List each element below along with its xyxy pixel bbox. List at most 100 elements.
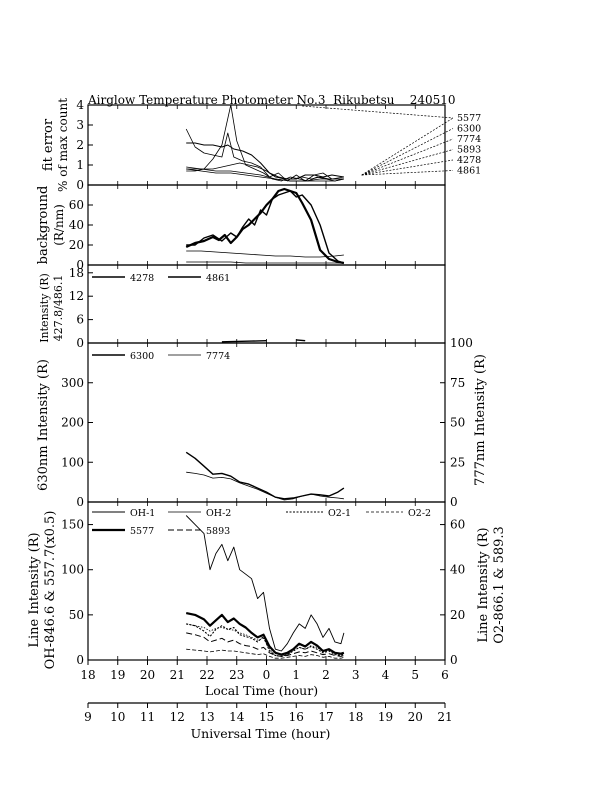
- fit-error-ylabel-1-line: fit error: [41, 118, 56, 171]
- legend-leader: [361, 128, 454, 176]
- legend-label-6300: 6300: [130, 351, 154, 362]
- series-line-OH-1: [185, 515, 345, 652]
- series-line-bg-1: [185, 187, 345, 265]
- legend-leader: [302, 105, 454, 119]
- local-time-tick-label: 21: [170, 668, 185, 682]
- legend-right-6300: 6300: [457, 124, 481, 135]
- y-tick-label: 100: [450, 336, 473, 350]
- local-time-tick-label: 6: [441, 668, 449, 682]
- y-tick-label: 6: [76, 313, 84, 327]
- legend-leader: [361, 149, 454, 176]
- line-intensity-left-ylabel-1-line: Line Intensity (R): [27, 532, 42, 647]
- y-tick-label: 0: [450, 653, 458, 667]
- y-tick-label: 3: [76, 118, 84, 132]
- y-tick-label: 20: [69, 238, 84, 252]
- intensity-630-ylabel: 630nm Intensity (R): [36, 359, 51, 491]
- y-tick-label: 100: [61, 455, 84, 469]
- local-time-tick-label: 20: [140, 668, 155, 682]
- local-time-tick-label: 2: [322, 668, 330, 682]
- legend-right-4861: 4861: [457, 166, 481, 177]
- y-tick-label: 100: [61, 563, 84, 577]
- series-line-O2-1: [186, 623, 345, 657]
- line-intensity-left-ylabel-2: OH-846.6 & 557.7(x0.5): [43, 511, 58, 670]
- fit-error-ylabel-1: fit error: [41, 118, 56, 171]
- axis-ticks: [87, 104, 446, 708]
- ut-tick-label: 11: [140, 710, 155, 724]
- series-line-4861: [186, 166, 344, 182]
- legend-right-4278: 4278: [457, 155, 481, 166]
- intensity-630-ylabel-line: 630nm Intensity (R): [36, 359, 51, 491]
- ut-tick-label: 18: [348, 710, 363, 724]
- local-time-tick-label: 1: [292, 668, 300, 682]
- y-tick-label: 40: [450, 563, 465, 577]
- legend-label-OH-1: OH-1: [130, 508, 155, 519]
- series-line-5577: [185, 612, 345, 656]
- series-line-7774: [186, 104, 344, 182]
- local-time-tick-label: 22: [199, 668, 214, 682]
- line-intensity-right-ylabel-2: O2-866.1 & 589.3: [492, 526, 507, 644]
- local-time-tick-label: 23: [229, 668, 244, 682]
- series-line-bg-4: [186, 261, 344, 264]
- y-tick-label: 50: [450, 416, 465, 430]
- y-tick-label: 0: [76, 258, 84, 272]
- y-tick-label: 40: [69, 218, 84, 232]
- local-time-axis-label: Local Time (hour): [205, 683, 318, 698]
- legend-label-4861: 4861: [206, 273, 230, 284]
- line-intensity-right-ylabel-1: Line Intensity (R): [476, 527, 491, 642]
- legend-label-OH-2: OH-2: [206, 508, 231, 519]
- ut-tick-label: 20: [408, 710, 423, 724]
- series-line-O2-2: [186, 648, 345, 659]
- ut-tick-label: 15: [259, 710, 274, 724]
- series-layer: [185, 104, 454, 659]
- legend-leader: [361, 138, 454, 176]
- line-intensity-left-ylabel-2-line: OH-846.6 & 557.7(x0.5): [43, 511, 58, 670]
- panel-frame: [87, 184, 446, 266]
- y-tick-label: 60: [450, 518, 465, 532]
- line-intensity-right-ylabel-1-line: Line Intensity (R): [476, 527, 491, 642]
- background-ylabel-1-line: background: [36, 186, 51, 265]
- legend-label-7774: 7774: [206, 351, 230, 362]
- series-line-5893: [186, 162, 344, 180]
- y-tick-label: 200: [61, 416, 84, 430]
- legend-label-O2-2: O2-2: [408, 508, 431, 519]
- y-tick-label: 12: [69, 289, 84, 303]
- y-tick-label: 0: [76, 178, 84, 192]
- y-tick-label: 50: [69, 608, 84, 622]
- series-line-bg-3: [186, 250, 344, 258]
- y-tick-label: 4: [76, 98, 84, 112]
- legend-label-5577: 5577: [130, 526, 154, 537]
- ut-tick-label: 16: [289, 710, 304, 724]
- line-intensity-left-ylabel-1: Line Intensity (R): [27, 532, 42, 647]
- ut-tick-label: 10: [110, 710, 125, 724]
- series-line-bg-2: [186, 190, 345, 264]
- y-tick-label: 0: [76, 495, 84, 509]
- series-line-4278: [186, 168, 344, 182]
- ut-tick-label: 14: [229, 710, 245, 724]
- legend-right-7774: 7774: [457, 134, 481, 145]
- legend-leader: [361, 170, 454, 176]
- background-ylabel-1: background: [36, 186, 51, 265]
- y-tick-label: 75: [450, 376, 465, 390]
- line-intensity-right-ylabel-2-line: O2-866.1 & 589.3: [492, 526, 507, 644]
- legend-label-5893: 5893: [206, 526, 230, 537]
- ut-tick-label: 12: [170, 710, 185, 724]
- series-line-4861: [296, 339, 306, 342]
- local-time-tick-label: 4: [382, 668, 390, 682]
- y-tick-label: 150: [61, 518, 84, 532]
- local-time-tick-label: 5: [411, 668, 419, 682]
- ut-tick-label: 19: [378, 710, 393, 724]
- y-tick-label: 300: [61, 376, 84, 390]
- ut-tick-label: 21: [437, 710, 452, 724]
- panel-frame: [87, 104, 446, 186]
- local-time-tick-label: 19: [110, 668, 125, 682]
- ut-tick-label: 17: [318, 710, 333, 724]
- legend-right-5893: 5893: [457, 145, 481, 156]
- ut-tick-label: 9: [84, 710, 92, 724]
- y-tick-label: 2: [76, 138, 84, 152]
- panel-frame: [87, 342, 446, 503]
- background-ylabel-2: (R/nm): [52, 204, 66, 246]
- intensity-4278-ylabel-2: 427.8/486.1: [52, 275, 65, 342]
- local-time-tick-label: 3: [352, 668, 360, 682]
